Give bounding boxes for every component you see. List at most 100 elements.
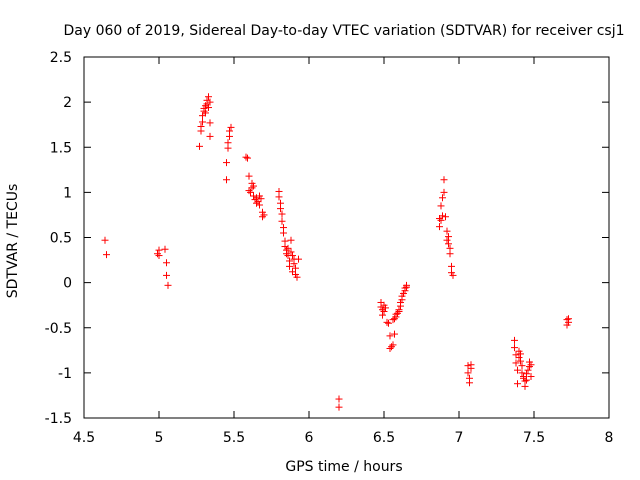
data-point [466,379,473,387]
data-point [205,93,212,101]
data-point [439,212,446,220]
data-point [293,273,301,281]
x-axis-label: GPS time / hours [285,459,402,475]
data-point [389,341,397,349]
data-point [163,259,170,267]
data-point [244,154,251,162]
data-point [206,132,214,140]
x-tick-label: 4.5 [73,430,95,446]
data-point [196,142,203,150]
data-points [101,93,572,411]
data-point [517,350,524,358]
data-point [227,123,235,131]
y-axis-ticks: -1.5 -1 -0.5 0 0.5 1 1.5 2 2.5 [45,50,609,427]
data-point [257,195,265,203]
data-point [101,236,109,244]
data-point [395,306,403,314]
data-point [103,251,110,259]
data-point [437,202,445,210]
data-point [518,362,526,370]
y-tick-label: -0.5 [45,321,72,337]
data-point [247,188,254,196]
x-axis-ticks: 4.5 5 5.5 6 6.5 7 7.5 8 [73,57,614,446]
data-point [335,395,343,403]
data-point [383,318,391,326]
data-point [445,233,452,241]
data-point [464,369,472,377]
data-point [287,248,295,256]
data-point [295,255,302,263]
data-point [388,343,395,351]
data-point [286,262,293,270]
data-point [515,354,523,362]
y-tick-label: 0.5 [50,231,72,247]
y-tick-label: 2.5 [50,50,72,66]
x-tick-label: 6 [305,430,314,446]
data-point [511,336,518,344]
data-point [164,281,172,289]
x-tick-label: 7.5 [523,430,545,446]
data-point [512,359,520,367]
data-point [277,205,284,213]
data-point [260,211,268,219]
x-tick-label: 5 [155,430,164,446]
data-point [290,260,298,268]
data-point [385,319,392,327]
y-tick-label: -1 [58,366,72,382]
data-point [203,96,211,104]
data-point [379,311,386,319]
data-point [155,252,163,260]
data-point [380,308,388,316]
y-tick-label: 2 [63,95,72,111]
data-point [448,262,455,270]
data-point [443,236,451,244]
chart-title: Day 060 of 2019, Sidereal Day-to-day VTE… [63,23,624,39]
data-point [199,118,206,126]
data-point [335,403,343,411]
data-point [202,102,209,110]
data-point [275,193,283,201]
data-point [250,182,257,190]
data-point [202,109,209,117]
data-point [197,122,205,130]
data-point [523,376,530,384]
data-point [527,361,535,369]
data-point [442,213,449,221]
x-tick-label: 7 [455,430,464,446]
data-point [565,315,572,323]
data-point [253,199,260,207]
x-tick-label: 8 [605,430,614,446]
data-point [242,153,250,161]
data-point [259,213,266,221]
y-tick-label: 1 [63,185,72,201]
data-point [163,271,170,279]
data-point [436,223,443,231]
data-point [289,252,296,260]
data-point [205,104,212,112]
data-point [256,201,263,209]
data-point [517,357,524,365]
data-point [449,271,457,279]
y-tick-label: -1.5 [45,411,72,427]
data-point [283,250,290,258]
y-tick-label: 1.5 [50,140,72,156]
x-tick-label: 6.5 [373,430,395,446]
data-point [518,369,526,377]
data-point [223,159,230,167]
data-point [382,304,389,312]
x-tick-label: 5.5 [223,430,245,446]
y-axis-label: SDTVAR / TECUs [5,184,21,299]
data-point [284,244,292,252]
data-point [226,127,233,135]
data-point [443,227,451,235]
data-point [278,217,286,225]
data-point [527,372,535,380]
data-point [467,361,475,369]
data-point [439,194,446,202]
data-point [223,176,230,184]
data-point [440,176,448,184]
data-point [206,119,214,127]
data-point [440,188,448,196]
